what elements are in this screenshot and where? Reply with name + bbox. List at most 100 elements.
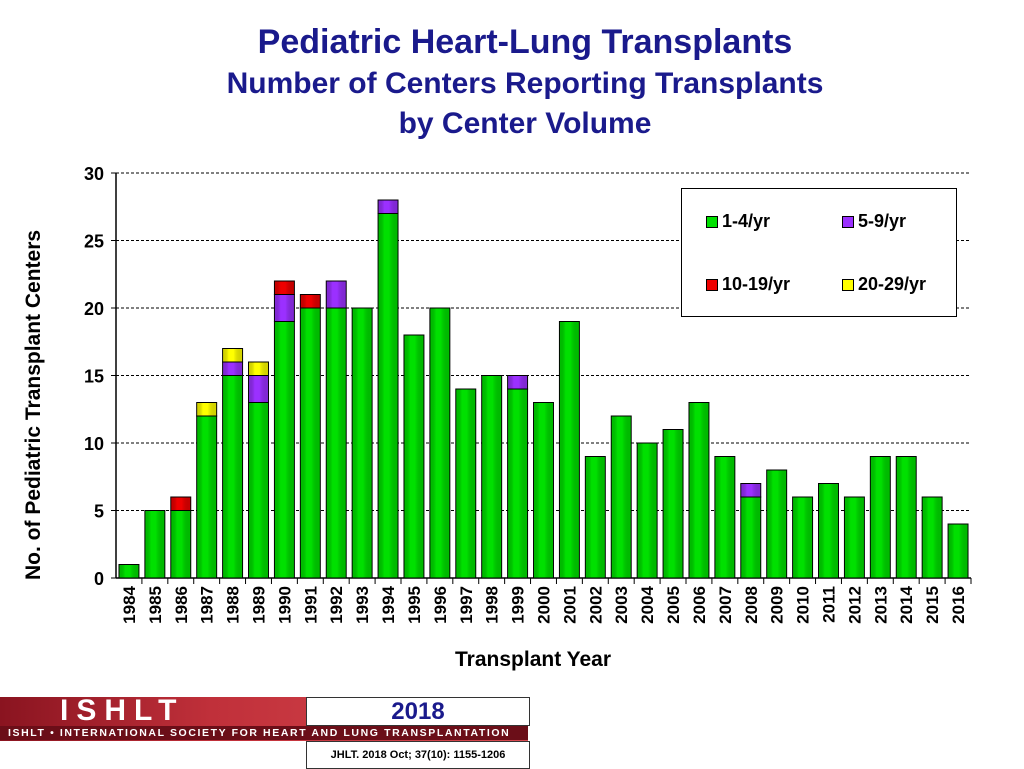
x-tick-label: 1991 xyxy=(301,586,320,624)
bar-shading xyxy=(637,443,657,578)
bar-shading xyxy=(456,389,476,578)
legend-label: 20-29/yr xyxy=(858,274,927,294)
bar-shading xyxy=(585,457,605,578)
y-tick-label: 20 xyxy=(84,299,104,319)
bar-shading xyxy=(741,497,761,578)
bar-shading xyxy=(378,214,398,578)
x-tick-label: 1990 xyxy=(275,586,294,624)
citation: JHLT. 2018 Oct; 37(10): 1155-1206 xyxy=(306,741,530,769)
chart-title: Pediatric Heart-Lung Transplants xyxy=(257,23,793,61)
bar-shading xyxy=(274,281,294,294)
x-tick-label: 2006 xyxy=(690,586,709,624)
x-tick-label: 2009 xyxy=(768,586,787,624)
x-tick-label: 2016 xyxy=(949,586,968,624)
year-box: 2018 xyxy=(306,697,530,726)
bar-shading xyxy=(119,565,139,578)
x-tick-label: 1996 xyxy=(431,586,450,624)
x-tick-label: 1988 xyxy=(224,586,243,624)
x-tick-label: 1984 xyxy=(120,585,139,623)
x-tick-label: 2014 xyxy=(897,585,916,623)
x-tick-label: 1987 xyxy=(198,586,217,624)
bar-shading xyxy=(378,200,398,213)
legend-item-20-29: 20-29/yr xyxy=(842,274,926,295)
bar-shading xyxy=(430,308,450,578)
legend-label: 1-4/yr xyxy=(722,211,771,231)
x-axis-label: Transplant Year xyxy=(455,648,612,671)
x-tick-label: 2013 xyxy=(871,586,890,624)
x-tick-label: 1999 xyxy=(509,586,528,624)
legend-item-10-19: 10-19/yr xyxy=(706,274,790,295)
bar-shading xyxy=(611,416,631,578)
bar-shading xyxy=(197,403,217,416)
bar-shading xyxy=(223,362,243,375)
x-tick-label: 2005 xyxy=(664,586,683,624)
x-tick-label: 1989 xyxy=(250,586,269,624)
bar-shading xyxy=(171,511,191,578)
x-tick-label: 2008 xyxy=(742,586,761,624)
chart-subtitle-2: by Center Volume xyxy=(398,107,652,140)
bar-shading xyxy=(508,376,528,389)
x-tick-label: 1986 xyxy=(172,586,191,624)
bar-shading xyxy=(767,470,787,578)
legend: 1-4/yr 5-9/yr 10-19/yr 20-29/yr xyxy=(681,188,957,317)
bar-shading xyxy=(793,497,813,578)
bar-shading xyxy=(223,376,243,578)
bar-shading xyxy=(223,349,243,362)
x-tick-label: 1997 xyxy=(457,586,476,624)
bar-shading xyxy=(249,376,268,402)
x-tick-label: 1994 xyxy=(379,585,398,623)
x-tick-label: 1995 xyxy=(405,586,424,624)
bar-shading xyxy=(404,335,424,578)
bar-shading xyxy=(274,295,294,321)
bar-shading xyxy=(559,322,579,578)
bar-shading xyxy=(689,403,709,578)
bar-shading xyxy=(326,308,346,578)
bar-shading xyxy=(197,416,217,578)
bar-shading xyxy=(300,295,320,308)
x-tick-label: 2004 xyxy=(638,585,657,623)
bar-shading xyxy=(715,457,735,578)
bar-shading xyxy=(300,308,320,578)
bar-shading xyxy=(922,497,942,578)
bar-shading xyxy=(844,497,864,578)
footer: ISHLT ISHLT • INTERNATIONAL SOCIETY FOR … xyxy=(0,697,530,769)
bar-shading xyxy=(819,484,838,578)
legend-label: 10-19/yr xyxy=(722,274,791,294)
x-tick-label: 2015 xyxy=(923,586,942,624)
bar-shading xyxy=(948,524,968,578)
legend-item-1-4: 1-4/yr xyxy=(706,211,770,232)
bar-shading xyxy=(896,457,916,578)
legend-swatch xyxy=(842,215,854,228)
y-tick-label: 15 xyxy=(84,367,104,387)
legend-swatch xyxy=(706,215,718,228)
y-tick-label: 0 xyxy=(94,569,104,589)
x-tick-label: 2002 xyxy=(586,586,605,624)
x-tick-label: 2000 xyxy=(535,586,554,624)
legend-swatch xyxy=(706,278,718,291)
bar-shading xyxy=(663,430,683,578)
bar-shading xyxy=(508,389,528,578)
chart-subtitle-1: Number of Centers Reporting Transplants xyxy=(226,67,824,100)
y-axis-label: No. of Pediatric Transplant Centers xyxy=(22,229,45,580)
bar-shading xyxy=(352,308,372,578)
x-tick-label: 1985 xyxy=(146,586,165,624)
y-tick-label: 5 xyxy=(94,502,104,522)
bar-shading xyxy=(274,322,294,578)
x-tick-label: 2010 xyxy=(794,586,813,624)
x-tick-label: 2011 xyxy=(820,586,839,623)
bar-shading xyxy=(249,362,268,375)
bar-shading xyxy=(870,457,890,578)
bar-shading xyxy=(482,376,502,578)
legend-item-5-9: 5-9/yr xyxy=(842,211,906,232)
bar-shading xyxy=(145,511,165,578)
y-tick-label: 10 xyxy=(84,434,104,454)
legend-swatch xyxy=(842,278,854,291)
legend-label: 5-9/yr xyxy=(858,211,907,231)
bar-shading xyxy=(249,403,268,578)
x-tick-label: 2012 xyxy=(845,586,864,624)
bar-shading xyxy=(171,497,191,510)
x-tick-label: 2003 xyxy=(612,586,631,624)
x-tick-label: 1992 xyxy=(327,586,346,624)
bar-shading xyxy=(741,484,761,497)
